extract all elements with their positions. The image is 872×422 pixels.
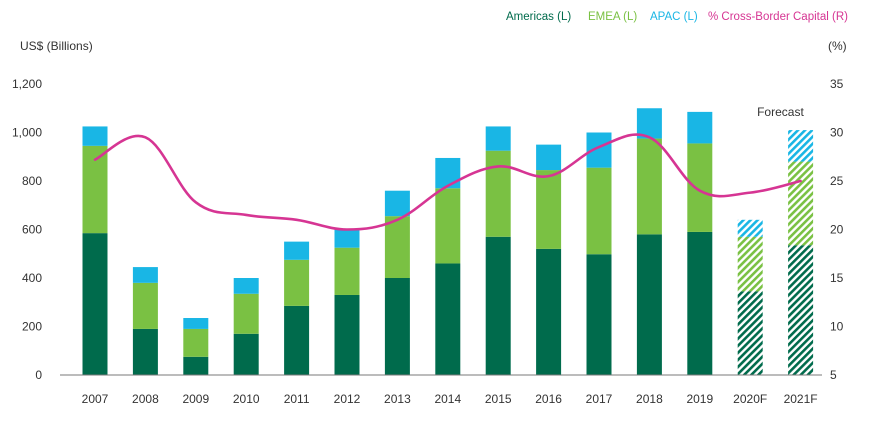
x-tick-label: 2009 xyxy=(182,392,209,406)
right-tick-label: 35 xyxy=(830,77,844,91)
bar-apac-2012 xyxy=(334,229,360,248)
bar-apac-2016 xyxy=(536,144,562,171)
x-tick-label: 2007 xyxy=(82,392,109,406)
bar-emea-2021F xyxy=(788,161,814,246)
bar-apac-2010 xyxy=(233,278,259,294)
x-tick-label: 2012 xyxy=(334,392,361,406)
left-tick-label: 1,000 xyxy=(12,126,42,140)
bar-emea-2014 xyxy=(435,188,461,264)
x-tick-label: 2008 xyxy=(132,392,159,406)
legend-americas: Americas (L) xyxy=(506,11,571,23)
bar-apac-2011 xyxy=(284,241,310,260)
left-tick-label: 400 xyxy=(22,271,42,285)
bar-apac-2021F xyxy=(788,130,814,162)
bar-apac-2020F xyxy=(737,219,763,237)
bar-emea-2020F xyxy=(737,236,763,292)
right-axis-label: (%) xyxy=(828,39,847,53)
x-tick-label: 2018 xyxy=(636,392,663,406)
right-tick-label: 20 xyxy=(830,223,844,237)
bar-emea-2019 xyxy=(687,143,713,232)
legend: Americas (L) EMEA (L) APAC (L) % Cross-B… xyxy=(506,11,848,23)
bar-emea-2012 xyxy=(334,247,360,295)
bar-emea-2018 xyxy=(636,138,662,235)
x-tick-label: 2019 xyxy=(686,392,713,406)
bar-americas-2020F xyxy=(737,291,763,375)
x-axis-labels: 2007 2008 2009 2010 2011 2012 2013 2014 2015 2016… xyxy=(82,392,818,406)
bar-emea-2011 xyxy=(284,259,310,306)
x-tick-label: 2016 xyxy=(535,392,562,406)
bar-layer xyxy=(82,108,814,375)
x-tick-label: 2015 xyxy=(485,392,512,406)
bar-americas-2007 xyxy=(82,233,108,375)
x-tick-label: 2014 xyxy=(434,392,461,406)
bar-americas-2013 xyxy=(384,278,410,375)
x-tick-label: 2011 xyxy=(284,392,310,406)
legend-emea: EMEA (L) xyxy=(588,11,637,23)
left-tick-label: 600 xyxy=(22,223,42,237)
bar-emea-2008 xyxy=(132,282,158,329)
bar-americas-2012 xyxy=(334,294,360,375)
x-tick-label: 2017 xyxy=(586,392,613,406)
x-tick-label: 2021F xyxy=(784,392,818,406)
bar-emea-2013 xyxy=(384,216,410,278)
right-tick-label: 15 xyxy=(830,271,844,285)
x-tick-label: 2020F xyxy=(733,392,767,406)
left-axis-label: US$ (Billions) xyxy=(20,39,93,53)
bar-americas-2011 xyxy=(284,305,310,375)
right-tick-label: 25 xyxy=(830,174,844,188)
bar-apac-2019 xyxy=(687,111,713,144)
bar-emea-2009 xyxy=(183,328,209,357)
cross-border-line xyxy=(93,133,802,231)
left-tick-label: 1,200 xyxy=(12,77,42,91)
right-tick-label: 30 xyxy=(830,126,844,140)
right-tick-label: 5 xyxy=(830,368,837,382)
bar-apac-2014 xyxy=(435,157,461,189)
left-tick-label: 0 xyxy=(35,368,42,382)
bar-americas-2018 xyxy=(636,234,662,375)
bar-apac-2007 xyxy=(82,126,108,146)
bar-emea-2010 xyxy=(233,293,259,334)
bar-americas-2019 xyxy=(687,231,713,375)
legend-apac: APAC (L) xyxy=(650,11,698,23)
bar-americas-2014 xyxy=(435,263,461,375)
bar-americas-2008 xyxy=(132,328,158,375)
bar-americas-2009 xyxy=(183,356,209,375)
right-tick-label: 10 xyxy=(830,320,844,334)
bar-apac-2013 xyxy=(384,190,410,217)
bar-emea-2017 xyxy=(586,167,612,255)
right-axis: 5 10 15 20 25 30 35 xyxy=(830,77,844,382)
forecast-annotation: Forecast xyxy=(757,105,804,119)
bar-apac-2009 xyxy=(183,318,209,329)
bar-emea-2016 xyxy=(536,170,562,249)
bar-emea-2015 xyxy=(485,150,511,237)
bar-apac-2015 xyxy=(485,126,511,151)
bar-americas-2017 xyxy=(586,254,612,375)
x-tick-label: 2010 xyxy=(233,392,260,406)
legend-cross-border: % Cross-Border Capital (R) xyxy=(708,11,848,23)
left-axis: 0 200 400 600 800 1,000 1,200 xyxy=(12,77,42,382)
bar-apac-2008 xyxy=(132,267,158,283)
bar-americas-2021F xyxy=(788,245,814,375)
bar-americas-2015 xyxy=(485,236,511,375)
bar-americas-2016 xyxy=(536,248,562,375)
bar-apac-2018 xyxy=(636,108,662,139)
left-tick-label: 800 xyxy=(22,174,42,188)
x-tick-label: 2013 xyxy=(384,392,411,406)
bar-americas-2010 xyxy=(233,333,259,375)
left-tick-label: 200 xyxy=(22,320,42,334)
